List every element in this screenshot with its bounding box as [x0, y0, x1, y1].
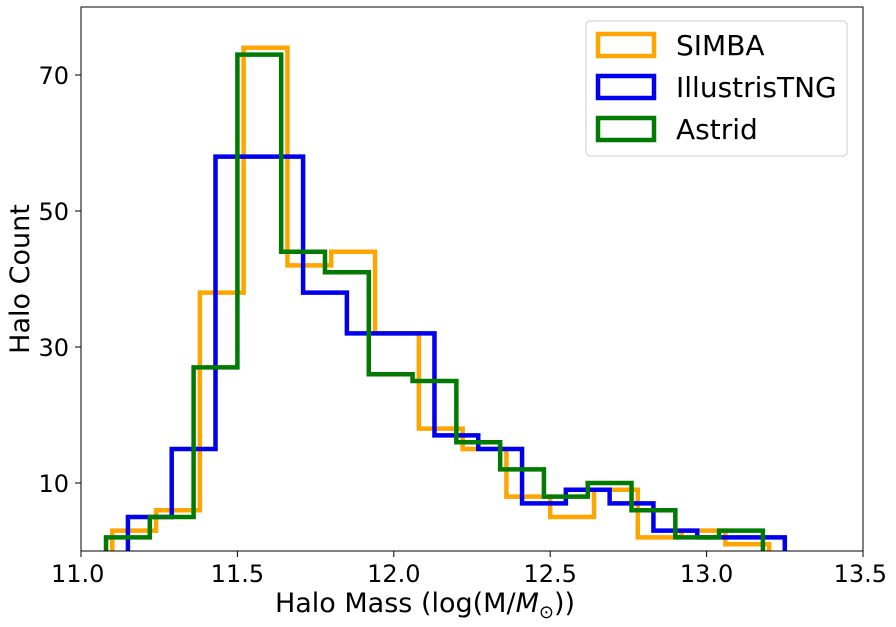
y-axis-label: Halo Count [5, 204, 36, 354]
legend-swatch [595, 73, 657, 101]
x-tick-label: 12.5 [523, 560, 576, 588]
y-tick-label: 70 [38, 62, 69, 90]
legend-label: IllustrisTNG [676, 71, 837, 104]
legend-swatch [595, 115, 657, 143]
y-tick-label: 10 [38, 470, 69, 498]
y-tick-label: 50 [38, 198, 69, 226]
y-axis-ticks: 10 30 50 70 [38, 62, 81, 498]
legend: SIMBA IllustrisTNG Astrid [585, 20, 848, 157]
histogram-series-illustristng [125, 154, 788, 551]
legend-label: Astrid [676, 113, 758, 146]
y-tick-label: 30 [38, 334, 69, 362]
x-tick-label: 11.0 [51, 560, 104, 588]
x-axis-ticks: 11.0 11.5 12.0 12.5 13.0 13.5 [51, 551, 887, 588]
x-tick-label: 12.0 [367, 560, 420, 588]
legend-swatch [595, 31, 657, 59]
histogram-series-astrid [103, 52, 766, 551]
x-axis-label: Halo Mass (log(M/M⊙)) [275, 588, 575, 623]
x-tick-label: 13.5 [834, 560, 887, 588]
x-tick-label: 11.5 [211, 560, 264, 588]
legend-label: SIMBA [676, 29, 765, 62]
x-tick-label: 13.0 [680, 560, 733, 588]
plot-frame [80, 6, 864, 552]
series-layer [103, 45, 788, 551]
